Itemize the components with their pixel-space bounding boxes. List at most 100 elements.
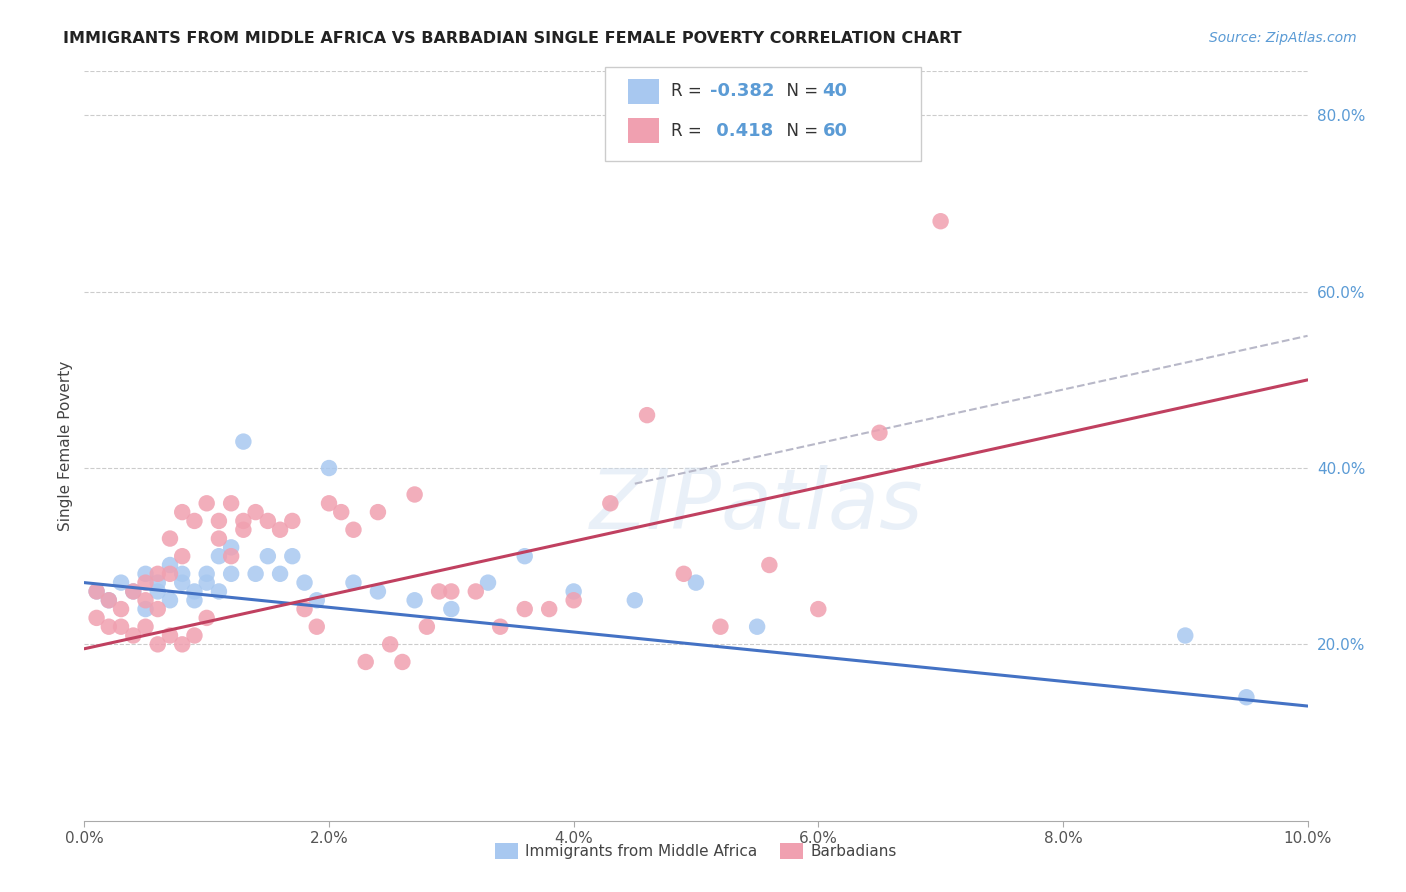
Point — [318, 461, 340, 475]
Point — [86, 611, 108, 625]
Point — [929, 214, 952, 228]
Point — [135, 575, 157, 590]
Point — [416, 620, 439, 634]
Point — [232, 434, 254, 449]
Point — [86, 584, 108, 599]
Point — [159, 558, 181, 572]
Point — [257, 514, 280, 528]
Point — [636, 408, 658, 422]
Point — [97, 593, 120, 607]
Point — [869, 425, 891, 440]
Point — [146, 584, 169, 599]
Point — [404, 593, 426, 607]
Point — [318, 496, 340, 510]
Point — [122, 584, 145, 599]
Point — [281, 549, 304, 564]
Point — [159, 532, 181, 546]
Point — [427, 584, 450, 599]
Point — [146, 602, 169, 616]
Point — [245, 505, 267, 519]
Point — [97, 593, 120, 607]
Point — [477, 575, 499, 590]
Point — [110, 620, 132, 634]
Point — [97, 620, 120, 634]
Point — [354, 655, 377, 669]
Point — [172, 505, 194, 519]
Point — [269, 523, 291, 537]
Point — [159, 628, 181, 642]
Text: N =: N = — [776, 82, 824, 100]
Point — [685, 575, 707, 590]
Point — [172, 637, 194, 651]
Point — [172, 549, 194, 564]
Point — [758, 558, 780, 572]
Point — [538, 602, 561, 616]
Point — [135, 566, 157, 581]
Point — [159, 593, 181, 607]
Point — [513, 602, 536, 616]
Point — [195, 496, 218, 510]
Point — [330, 505, 353, 519]
Legend: Immigrants from Middle Africa, Barbadians: Immigrants from Middle Africa, Barbadian… — [488, 838, 904, 865]
Point — [464, 584, 486, 599]
Point — [562, 593, 585, 607]
Text: N =: N = — [776, 122, 824, 140]
Point — [135, 620, 157, 634]
Point — [110, 575, 132, 590]
Point — [305, 593, 328, 607]
Text: R =: R = — [671, 122, 707, 140]
Point — [172, 575, 194, 590]
Point — [232, 523, 254, 537]
Point — [294, 575, 316, 590]
Point — [208, 549, 231, 564]
Point — [489, 620, 512, 634]
Point — [195, 575, 218, 590]
Point — [122, 628, 145, 642]
Point — [208, 532, 231, 546]
Point — [342, 575, 364, 590]
Point — [146, 637, 169, 651]
Text: 0.418: 0.418 — [710, 122, 773, 140]
Point — [195, 566, 218, 581]
Point — [380, 637, 402, 651]
Point — [367, 505, 389, 519]
Point — [159, 566, 181, 581]
Text: -0.382: -0.382 — [710, 82, 775, 100]
Point — [807, 602, 830, 616]
Point — [245, 566, 267, 581]
Point — [219, 496, 242, 510]
Point — [305, 620, 328, 634]
Point — [172, 566, 194, 581]
Point — [257, 549, 280, 564]
Text: IMMIGRANTS FROM MIDDLE AFRICA VS BARBADIAN SINGLE FEMALE POVERTY CORRELATION CHA: IMMIGRANTS FROM MIDDLE AFRICA VS BARBADI… — [63, 31, 962, 46]
Point — [709, 620, 731, 634]
Point — [624, 593, 647, 607]
Point — [219, 566, 242, 581]
Point — [513, 549, 536, 564]
Point — [269, 566, 291, 581]
Point — [404, 487, 426, 501]
Point — [1236, 690, 1258, 705]
Point — [391, 655, 413, 669]
Point — [110, 602, 132, 616]
Point — [294, 602, 316, 616]
Point — [342, 523, 364, 537]
Point — [440, 602, 463, 616]
Point — [183, 584, 205, 599]
Text: 60: 60 — [823, 122, 848, 140]
Point — [183, 514, 205, 528]
Point — [562, 584, 585, 599]
Point — [208, 584, 231, 599]
Point — [672, 566, 695, 581]
Point — [599, 496, 621, 510]
Point — [195, 611, 218, 625]
Text: ZIPatlas: ZIPatlas — [591, 466, 924, 547]
Text: Source: ZipAtlas.com: Source: ZipAtlas.com — [1209, 31, 1357, 45]
Y-axis label: Single Female Poverty: Single Female Poverty — [58, 361, 73, 531]
Point — [219, 541, 242, 555]
Point — [281, 514, 304, 528]
Point — [367, 584, 389, 599]
Point — [208, 514, 231, 528]
Point — [747, 620, 769, 634]
Text: R =: R = — [671, 82, 707, 100]
